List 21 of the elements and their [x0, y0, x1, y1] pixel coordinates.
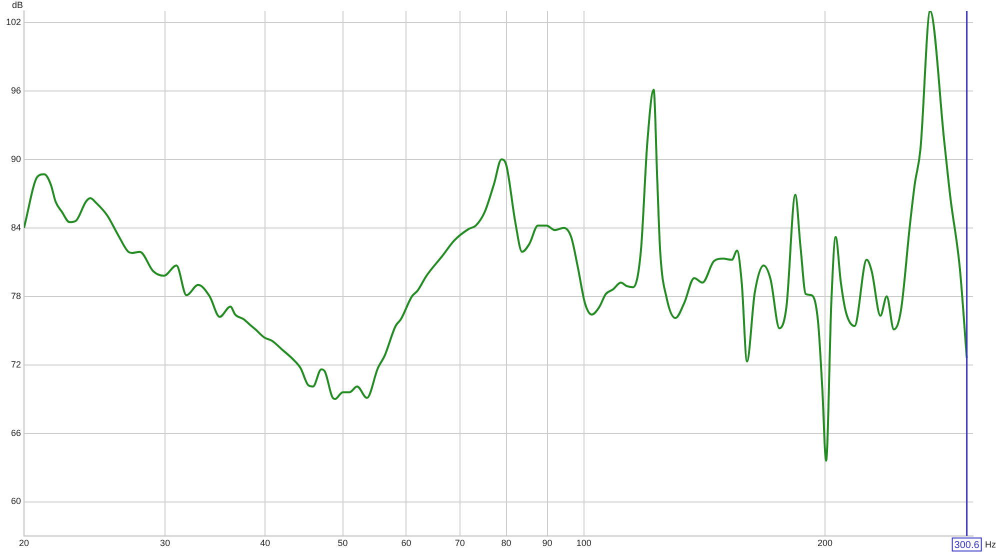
x-axis-title: Hz — [985, 539, 996, 550]
ref-line-label: 300.6 — [954, 540, 980, 551]
x-tick-label: 80 — [501, 538, 512, 548]
x-tick-label: 100 — [576, 538, 592, 548]
y-tick-label: 78 — [10, 290, 21, 301]
y-tick-label: 102 — [6, 16, 21, 27]
x-tick-label: 60 — [401, 538, 412, 548]
y-tick-label: 84 — [10, 222, 21, 232]
x-tick-label: 90 — [542, 538, 552, 548]
x-tick-label: 20 — [18, 538, 30, 548]
x-tick-label: 200 — [818, 538, 833, 548]
x-tick-label: 70 — [454, 538, 465, 548]
x-tick-label: 30 — [160, 538, 170, 548]
y-tick-label: 96 — [10, 85, 21, 96]
x-tick-label: 40 — [260, 538, 270, 548]
y-tick-label: 72 — [10, 359, 21, 370]
y-tick-label: 60 — [10, 496, 21, 506]
x-tick-label: 50 — [338, 538, 348, 548]
y-tick-label: 90 — [10, 154, 21, 164]
y-axis-title: dB — [12, 0, 24, 10]
y-tick-label: 66 — [10, 428, 21, 438]
